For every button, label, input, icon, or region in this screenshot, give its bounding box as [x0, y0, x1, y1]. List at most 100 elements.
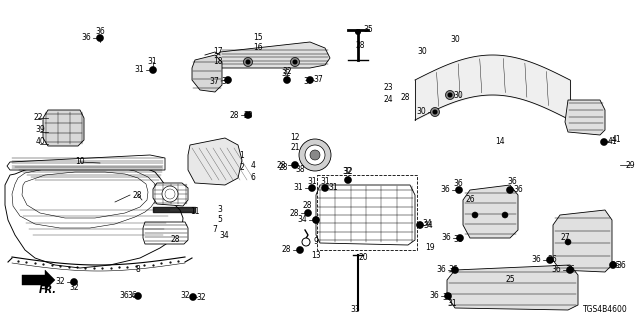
- Text: 32: 32: [282, 68, 292, 76]
- Text: 27: 27: [560, 234, 570, 243]
- Circle shape: [165, 189, 175, 199]
- Text: 34: 34: [297, 215, 307, 225]
- Text: 31: 31: [147, 58, 157, 67]
- Text: 32: 32: [196, 292, 206, 301]
- Text: 36: 36: [95, 28, 105, 36]
- Text: 32: 32: [281, 68, 291, 77]
- Polygon shape: [565, 100, 605, 135]
- Text: 41: 41: [611, 135, 621, 145]
- Circle shape: [445, 292, 451, 300]
- Circle shape: [292, 60, 298, 65]
- Text: 35: 35: [363, 26, 373, 35]
- Text: 36: 36: [436, 266, 446, 275]
- Circle shape: [291, 58, 300, 67]
- Text: 37: 37: [313, 76, 323, 84]
- Text: 5: 5: [218, 215, 223, 225]
- Circle shape: [456, 235, 463, 242]
- Polygon shape: [143, 222, 188, 244]
- Text: 34: 34: [422, 219, 432, 228]
- Text: 28: 28: [281, 245, 291, 254]
- Circle shape: [308, 185, 316, 191]
- Polygon shape: [188, 138, 242, 185]
- Circle shape: [162, 186, 178, 202]
- Text: 36: 36: [441, 234, 451, 243]
- Circle shape: [296, 246, 303, 253]
- Text: 31: 31: [320, 178, 330, 187]
- Circle shape: [417, 221, 424, 228]
- Text: 10: 10: [75, 157, 85, 166]
- Text: 28: 28: [400, 92, 410, 101]
- Text: 36: 36: [551, 266, 561, 275]
- Circle shape: [600, 139, 607, 146]
- Text: 36: 36: [507, 178, 517, 187]
- Circle shape: [344, 177, 351, 183]
- Text: 36: 36: [127, 291, 137, 300]
- Polygon shape: [316, 185, 415, 245]
- Text: 15: 15: [253, 34, 263, 43]
- Circle shape: [243, 58, 253, 67]
- Circle shape: [451, 267, 458, 274]
- Text: 1: 1: [239, 150, 244, 159]
- Text: 32: 32: [55, 277, 65, 286]
- Text: 14: 14: [495, 138, 505, 147]
- Text: 30: 30: [416, 108, 426, 116]
- Circle shape: [456, 187, 463, 194]
- Text: 20: 20: [358, 253, 368, 262]
- Polygon shape: [153, 183, 188, 206]
- Circle shape: [292, 60, 298, 65]
- Text: 28: 28: [132, 190, 141, 199]
- Text: 31: 31: [134, 66, 144, 75]
- Text: 25: 25: [505, 276, 515, 284]
- Circle shape: [547, 257, 554, 263]
- Text: 3: 3: [218, 205, 223, 214]
- Circle shape: [225, 76, 232, 84]
- Text: 36: 36: [81, 34, 91, 43]
- Text: 36: 36: [616, 260, 626, 269]
- Circle shape: [299, 139, 331, 171]
- Circle shape: [307, 76, 314, 84]
- Text: 29: 29: [625, 161, 635, 170]
- Circle shape: [97, 35, 104, 42]
- Text: 32: 32: [343, 167, 353, 177]
- Circle shape: [246, 60, 250, 65]
- Circle shape: [447, 92, 452, 98]
- Text: 33: 33: [350, 306, 360, 315]
- Text: TGS4B4600: TGS4B4600: [583, 305, 628, 314]
- Text: 28: 28: [278, 164, 288, 172]
- Circle shape: [246, 60, 250, 65]
- Circle shape: [417, 222, 423, 228]
- Text: 32: 32: [69, 284, 79, 292]
- Circle shape: [150, 67, 157, 74]
- Polygon shape: [7, 155, 165, 170]
- Text: 36: 36: [448, 266, 458, 275]
- Text: FR.: FR.: [39, 285, 57, 295]
- Circle shape: [609, 261, 616, 268]
- Circle shape: [431, 108, 438, 116]
- Text: 32: 32: [342, 167, 352, 177]
- Circle shape: [284, 76, 291, 84]
- Circle shape: [313, 217, 319, 223]
- Text: 28: 28: [276, 161, 285, 170]
- Circle shape: [445, 91, 454, 100]
- Text: 26: 26: [465, 196, 475, 204]
- Circle shape: [302, 238, 310, 246]
- Text: 34: 34: [423, 220, 433, 229]
- Text: 38: 38: [295, 165, 305, 174]
- Text: 18: 18: [213, 58, 223, 67]
- Text: 32: 32: [180, 291, 190, 300]
- Text: 37: 37: [209, 77, 219, 86]
- Text: 36: 36: [453, 180, 463, 188]
- Text: 30: 30: [453, 91, 463, 100]
- Polygon shape: [463, 185, 518, 238]
- Text: 36: 36: [429, 292, 439, 300]
- Text: 11: 11: [190, 207, 200, 217]
- Text: 39: 39: [35, 125, 45, 134]
- Circle shape: [70, 278, 77, 285]
- Circle shape: [506, 187, 513, 194]
- Text: 28: 28: [243, 110, 253, 119]
- Text: 7: 7: [212, 226, 218, 235]
- Text: 9: 9: [314, 237, 319, 246]
- Text: 21: 21: [291, 143, 300, 153]
- Circle shape: [433, 109, 438, 115]
- Text: 4: 4: [251, 161, 255, 170]
